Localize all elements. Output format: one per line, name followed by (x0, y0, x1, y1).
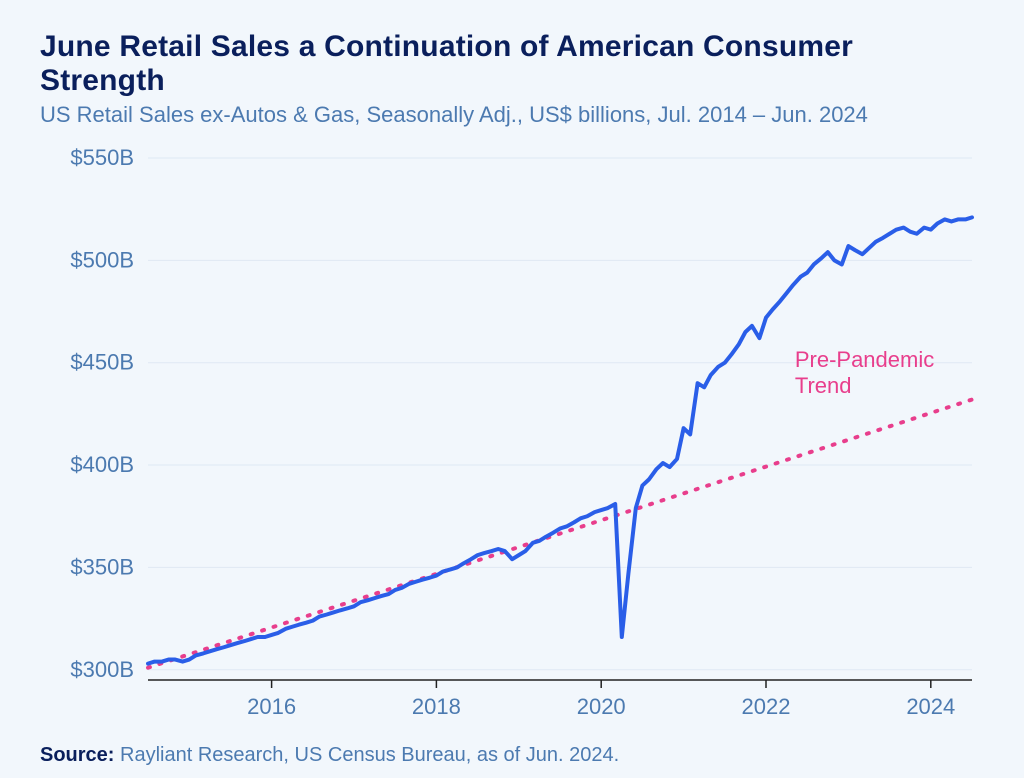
y-tick-label: $350B (70, 554, 134, 579)
chart-area: $300B $350B $400B $450B $500B $550B 2016 2018 20… (40, 138, 984, 738)
chart-svg: $300B $350B $400B $450B $500B $550B 2016 2018 20… (40, 138, 984, 738)
trend-annotation: Pre-Pandemic (795, 347, 934, 372)
y-tick-label: $450B (70, 350, 134, 375)
y-tick-label: $500B (70, 247, 134, 272)
x-tick-label: 2016 (247, 694, 296, 719)
x-tick-label: 2020 (577, 694, 626, 719)
chart-title: June Retail Sales a Continuation of Amer… (40, 30, 984, 98)
x-tick-label: 2022 (742, 694, 791, 719)
chart-source: Source: Rayliant Research, US Census Bur… (40, 744, 984, 767)
y-tick-label: $400B (70, 452, 134, 477)
trend-annotation: Trend (795, 373, 852, 398)
source-text: Rayliant Research, US Census Bureau, as … (114, 744, 619, 766)
chart-subtitle: US Retail Sales ex-Autos & Gas, Seasonal… (40, 102, 984, 128)
y-tick-label: $300B (70, 657, 134, 682)
actual-line (148, 217, 972, 663)
x-tick-label: 2018 (412, 694, 461, 719)
source-label: Source: (40, 744, 114, 766)
trend-line (148, 400, 972, 668)
y-tick-label: $550B (70, 145, 134, 170)
x-tick-label: 2024 (906, 694, 955, 719)
